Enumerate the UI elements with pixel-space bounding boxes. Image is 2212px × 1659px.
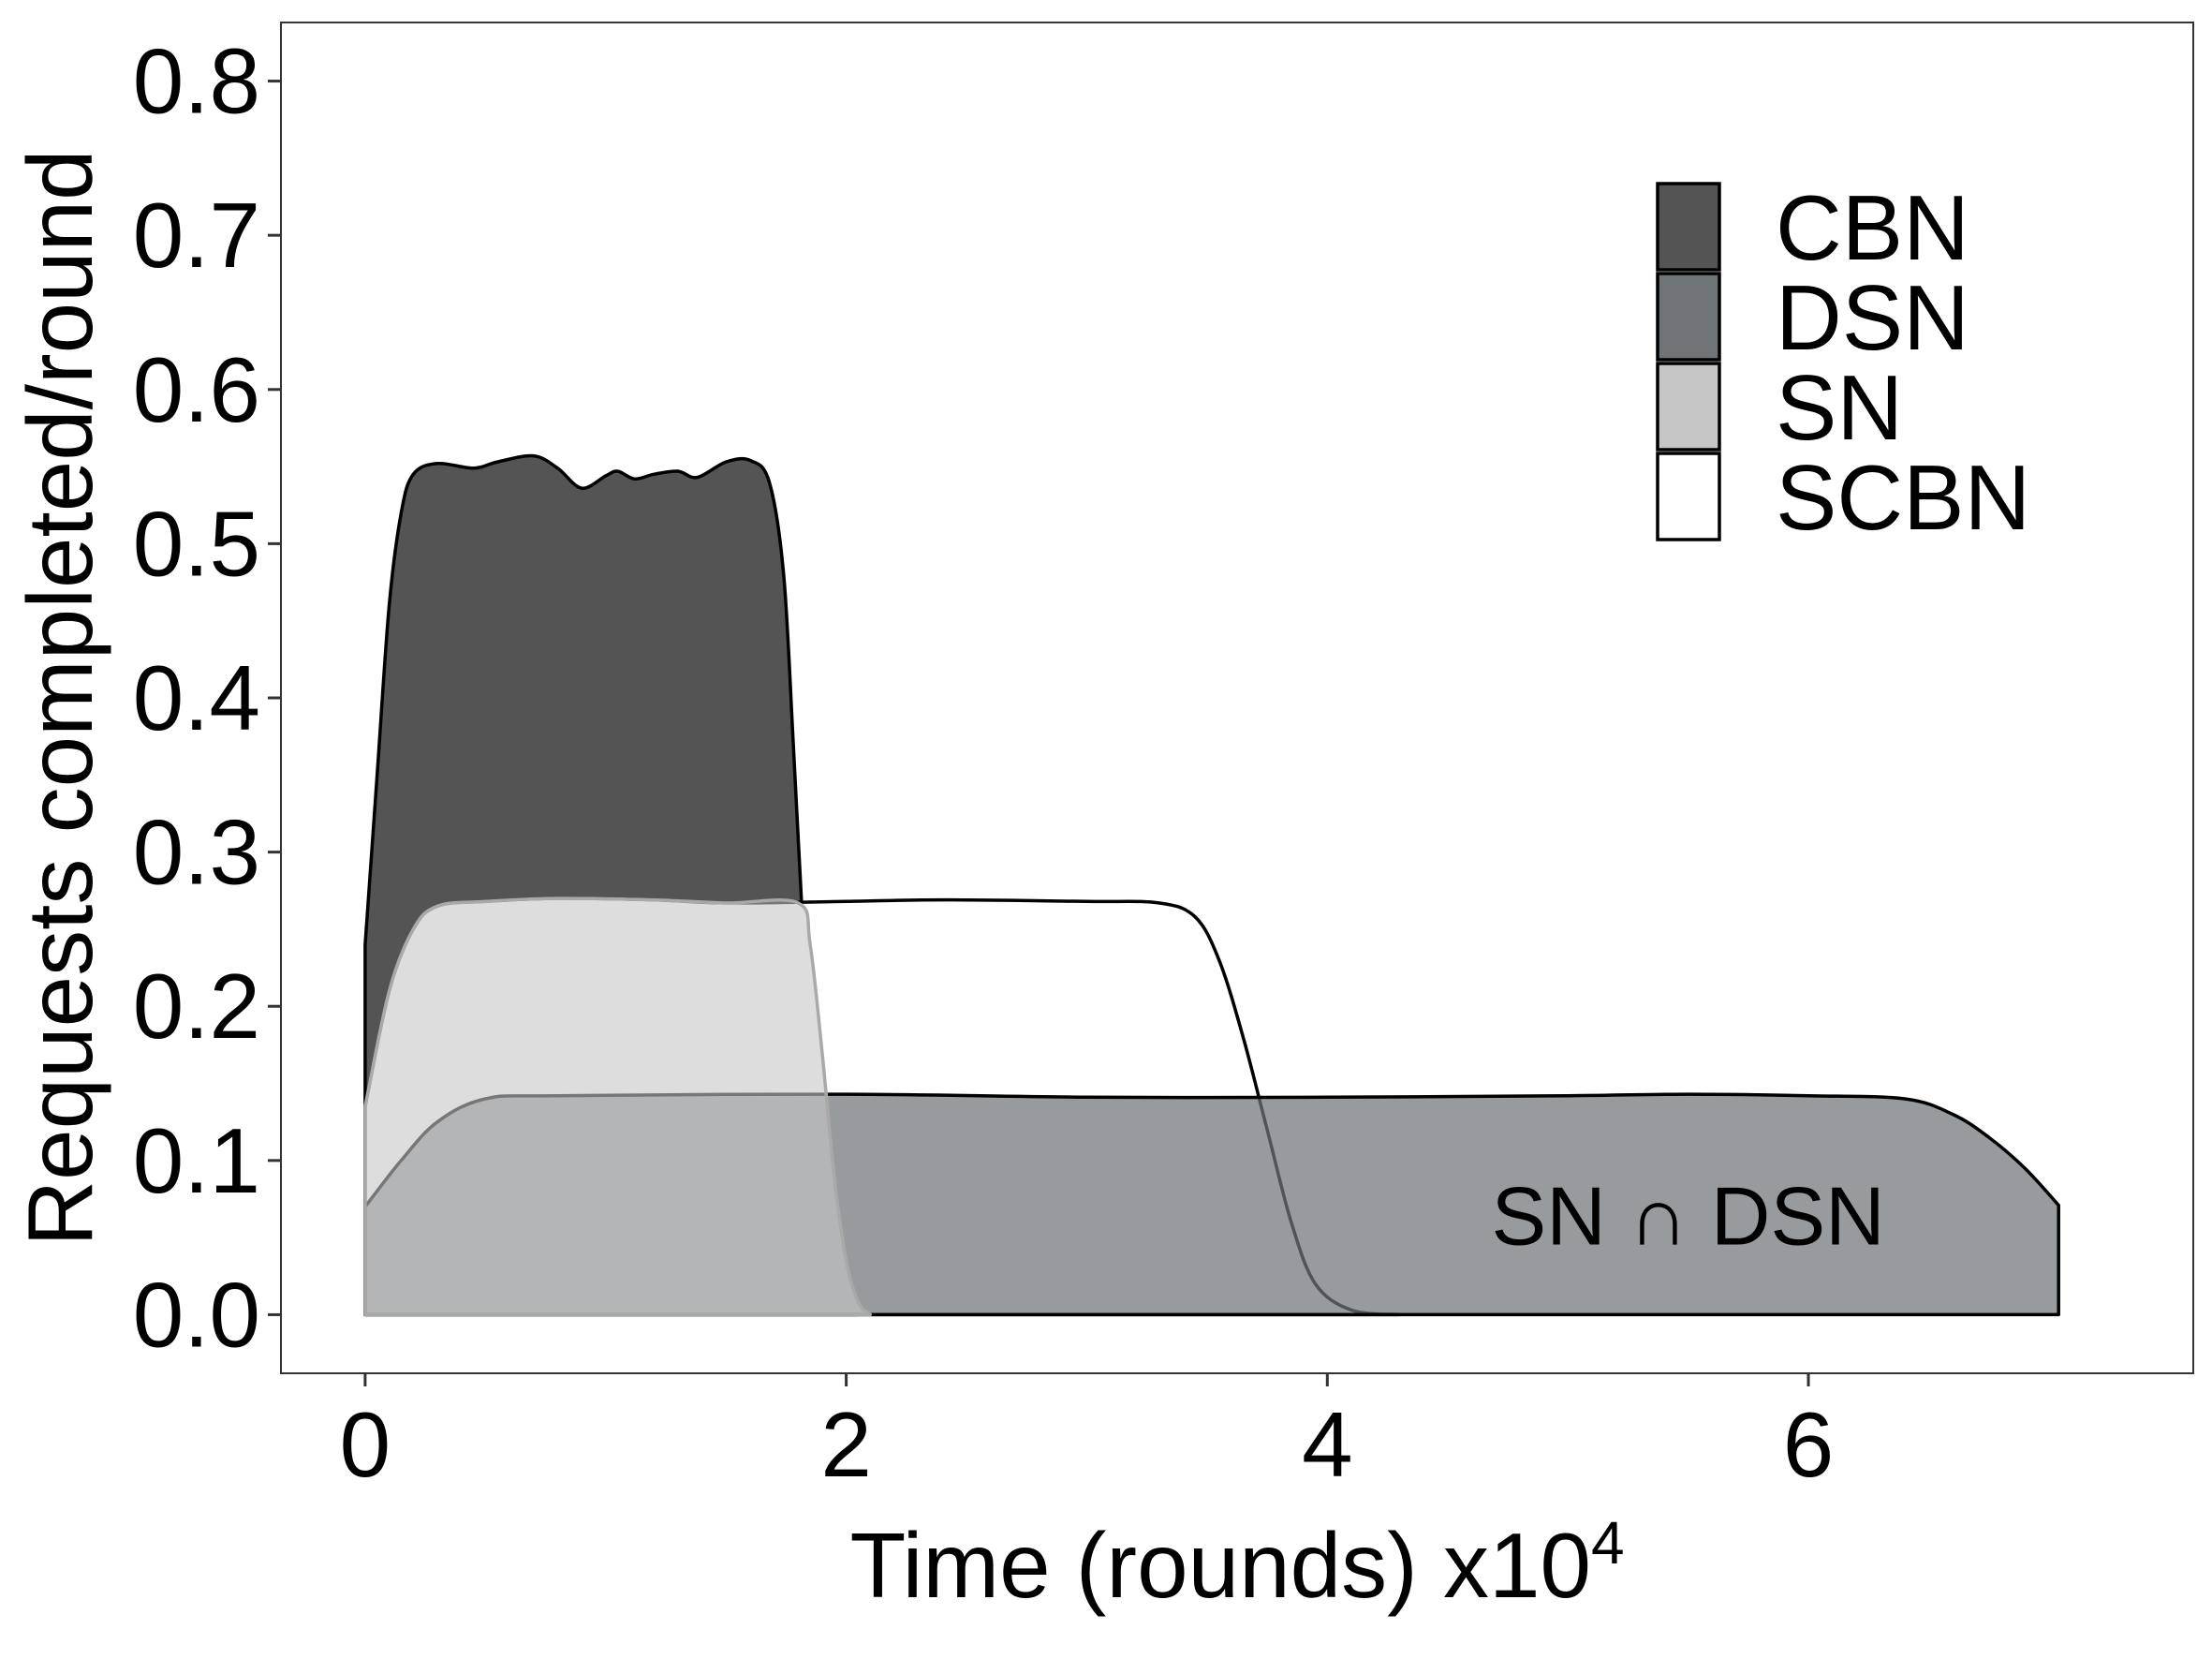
x-tick-label: 0: [340, 1393, 391, 1496]
x-tick-label: 6: [1783, 1393, 1835, 1496]
legend-key-sn: [1656, 362, 1721, 452]
y-tick-label: 0.2: [133, 955, 260, 1058]
area-sn: [363, 896, 873, 1317]
legend-key-scbn: [1656, 452, 1721, 541]
y-tick-label: 0.0: [133, 1263, 260, 1366]
legend-label-cbn: CBN: [1776, 176, 1969, 279]
x-axis-title-exponent: 4: [1591, 1509, 1625, 1577]
annotation-label: SN ∩ DSN: [1492, 1169, 1885, 1262]
x-tick-label: 2: [820, 1393, 872, 1496]
y-tick-label: 0.4: [133, 646, 260, 749]
y-tick-label: 0.8: [133, 30, 260, 133]
x-axis-title: Time (rounds) x104: [849, 1509, 1624, 1617]
legend-key-cbn: [1656, 182, 1721, 272]
y-tick-label: 0.3: [133, 801, 260, 904]
annotation-layer: SN ∩ DSN: [1492, 1169, 1885, 1262]
legend-label-scbn: SCBN: [1776, 446, 2030, 549]
x-axis: 0 2 4 6: [340, 1373, 1835, 1496]
plot-area: [363, 453, 2060, 1317]
x-tick-label: 4: [1302, 1393, 1353, 1496]
y-tick-label: 0.6: [133, 338, 260, 441]
legend-label-sn: SN: [1776, 356, 1903, 459]
y-tick-label: 0.1: [133, 1109, 260, 1212]
x-axis-title-text: Time (rounds) x10: [849, 1514, 1591, 1617]
legend-key-dsn: [1656, 272, 1721, 362]
legend-label-dsn: DSN: [1776, 266, 1969, 369]
y-axis: 0.0 0.1 0.2 0.3 0.4 0.5 0.6 0.7 0.8: [133, 30, 281, 1366]
y-tick-label: 0.7: [133, 184, 260, 287]
y-tick-label: 0.5: [133, 492, 260, 595]
y-axis-title: Requests completed/round: [8, 149, 111, 1246]
